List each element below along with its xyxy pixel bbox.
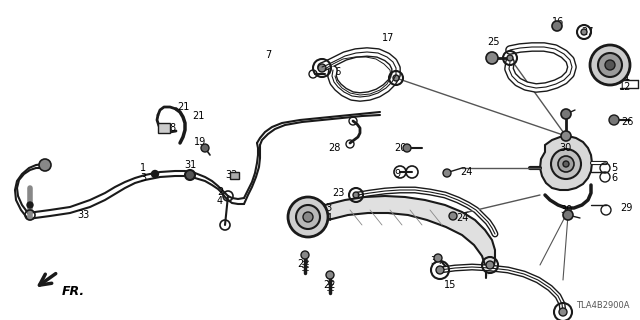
Text: 30: 30 bbox=[559, 143, 571, 153]
Text: TLA4B2900A: TLA4B2900A bbox=[577, 301, 630, 310]
Circle shape bbox=[559, 308, 567, 316]
Text: 24: 24 bbox=[460, 167, 472, 177]
Text: 22: 22 bbox=[297, 259, 309, 269]
Text: 4: 4 bbox=[217, 196, 223, 206]
Text: 31: 31 bbox=[184, 160, 196, 170]
Circle shape bbox=[434, 254, 442, 262]
Circle shape bbox=[507, 55, 513, 61]
Text: 29: 29 bbox=[620, 203, 632, 213]
Text: 20: 20 bbox=[394, 143, 406, 153]
Circle shape bbox=[609, 115, 619, 125]
Text: 24: 24 bbox=[456, 213, 468, 223]
Circle shape bbox=[449, 212, 457, 220]
Circle shape bbox=[561, 131, 571, 141]
Circle shape bbox=[288, 197, 328, 237]
Text: 6: 6 bbox=[611, 173, 617, 183]
Text: 19: 19 bbox=[194, 137, 206, 147]
Circle shape bbox=[27, 202, 33, 208]
Circle shape bbox=[605, 60, 615, 70]
Circle shape bbox=[486, 261, 494, 269]
Text: 32: 32 bbox=[226, 170, 238, 180]
Circle shape bbox=[201, 144, 209, 152]
Circle shape bbox=[318, 64, 326, 72]
Circle shape bbox=[558, 156, 574, 172]
Text: 14: 14 bbox=[321, 213, 333, 223]
Text: 26: 26 bbox=[329, 67, 341, 77]
Circle shape bbox=[403, 144, 411, 152]
Text: 8: 8 bbox=[169, 123, 175, 133]
Text: 2: 2 bbox=[217, 187, 223, 197]
Circle shape bbox=[303, 212, 313, 222]
Text: 15: 15 bbox=[444, 280, 456, 290]
Polygon shape bbox=[310, 196, 495, 278]
Circle shape bbox=[436, 266, 444, 274]
Circle shape bbox=[152, 171, 159, 178]
Text: 17: 17 bbox=[382, 33, 394, 43]
Text: 16: 16 bbox=[552, 17, 564, 27]
Text: 23: 23 bbox=[332, 188, 344, 198]
Text: 33: 33 bbox=[77, 210, 89, 220]
Circle shape bbox=[443, 169, 451, 177]
Circle shape bbox=[393, 75, 399, 81]
FancyBboxPatch shape bbox=[158, 123, 170, 133]
Text: FR.: FR. bbox=[62, 285, 85, 298]
Circle shape bbox=[551, 149, 581, 179]
Circle shape bbox=[598, 53, 622, 77]
Circle shape bbox=[353, 192, 359, 198]
Circle shape bbox=[39, 159, 51, 171]
Text: 12: 12 bbox=[619, 82, 631, 92]
Text: 30: 30 bbox=[560, 205, 572, 215]
Text: 34: 34 bbox=[430, 256, 442, 266]
Circle shape bbox=[552, 21, 562, 31]
Polygon shape bbox=[540, 136, 592, 190]
Circle shape bbox=[563, 161, 569, 167]
Text: 3: 3 bbox=[140, 173, 146, 183]
Text: 21: 21 bbox=[192, 111, 204, 121]
Circle shape bbox=[563, 210, 573, 220]
Text: 1: 1 bbox=[140, 163, 146, 173]
Text: 18: 18 bbox=[607, 55, 619, 65]
FancyBboxPatch shape bbox=[230, 172, 239, 179]
Circle shape bbox=[296, 205, 320, 229]
Text: 9: 9 bbox=[394, 169, 400, 179]
Text: 22: 22 bbox=[324, 280, 336, 290]
Circle shape bbox=[326, 271, 334, 279]
Circle shape bbox=[561, 109, 571, 119]
Polygon shape bbox=[28, 171, 244, 219]
Text: 5: 5 bbox=[611, 163, 617, 173]
Text: 21: 21 bbox=[177, 102, 189, 112]
Text: 28: 28 bbox=[328, 143, 340, 153]
Circle shape bbox=[590, 45, 630, 85]
Circle shape bbox=[185, 170, 195, 180]
Text: 7: 7 bbox=[265, 50, 271, 60]
Text: 26: 26 bbox=[621, 117, 633, 127]
Circle shape bbox=[581, 29, 587, 35]
Text: 13: 13 bbox=[321, 203, 333, 213]
Text: 11: 11 bbox=[619, 72, 631, 82]
Circle shape bbox=[486, 52, 498, 64]
Text: 25: 25 bbox=[488, 37, 500, 47]
Circle shape bbox=[301, 251, 309, 259]
Text: 27: 27 bbox=[582, 27, 595, 37]
